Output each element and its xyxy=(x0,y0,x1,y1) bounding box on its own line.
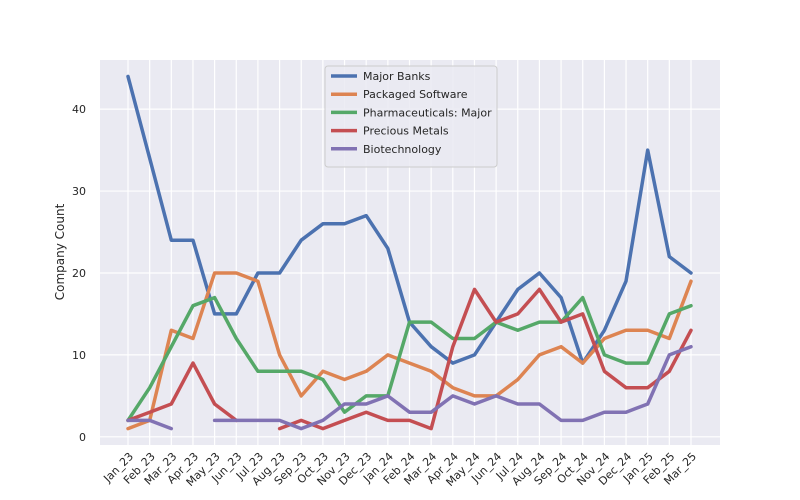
series-line-segment xyxy=(277,287,693,431)
series-line-segment xyxy=(212,344,693,431)
x-axis-ticks: Jan_23Feb_23Mar_23Apr_23May_23Jun_23Jul_… xyxy=(100,450,699,489)
y-axis-ticks: 0 10 20 30 40 xyxy=(72,103,86,444)
y-tick-label: 0 xyxy=(79,431,86,444)
legend: Major Banks Packaged Software Pharmaceutic… xyxy=(324,65,498,168)
legend-label: Packaged Software xyxy=(363,88,468,101)
y-tick-label: 40 xyxy=(72,103,86,116)
series-line-segment xyxy=(126,295,693,423)
y-tick-label: 20 xyxy=(72,267,86,280)
series-line-segment xyxy=(126,271,693,431)
y-tick-label: 30 xyxy=(72,185,86,198)
series-packaged-software xyxy=(126,271,693,431)
series-lines xyxy=(126,74,693,431)
y-tick-label: 10 xyxy=(72,349,86,362)
series-biotechnology xyxy=(126,344,693,431)
legend-label: Precious Metals xyxy=(363,125,449,138)
legend-label: Biotechnology xyxy=(363,143,442,156)
y-axis-label: Company Count xyxy=(53,203,67,300)
series-line-segment xyxy=(126,418,174,431)
series-pharmaceuticals-major xyxy=(126,295,693,423)
legend-label: Pharmaceuticals: Major xyxy=(363,106,492,119)
series-precious-metals xyxy=(126,287,693,431)
series-line-segment xyxy=(126,361,239,423)
legend-label: Major Banks xyxy=(363,70,431,83)
legend-box xyxy=(324,65,498,168)
